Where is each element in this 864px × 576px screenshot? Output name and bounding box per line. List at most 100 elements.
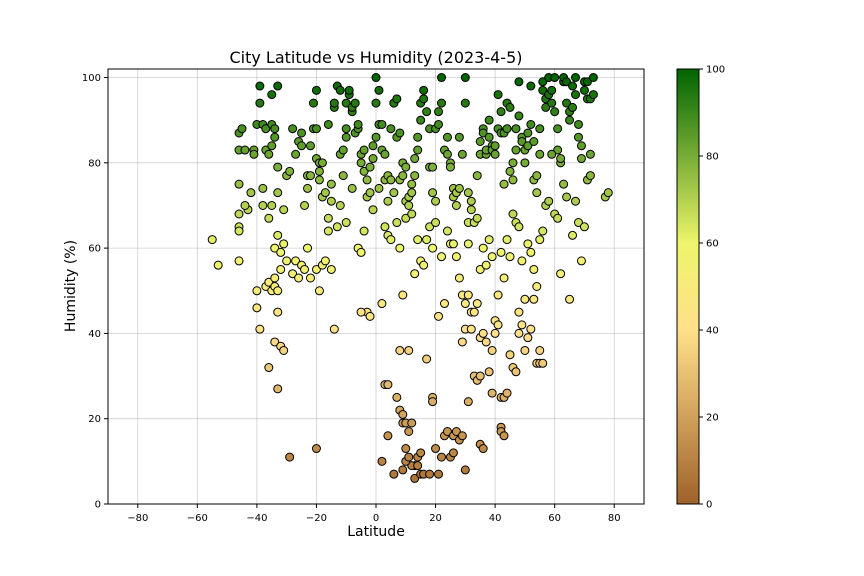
data-point (273, 162, 283, 172)
data-point (317, 158, 327, 168)
data-point (338, 145, 348, 155)
data-point (463, 290, 473, 300)
data-point (255, 81, 265, 91)
data-point (297, 141, 307, 151)
data-point (553, 213, 563, 223)
data-point (437, 252, 447, 262)
data-point (442, 149, 452, 159)
x-axis-label: Latitude (347, 524, 405, 540)
data-point (448, 239, 458, 249)
data-point (416, 115, 426, 125)
data-point (234, 209, 244, 219)
x-tick-label: 0 (373, 513, 379, 524)
data-point (538, 85, 548, 95)
data-point (386, 235, 396, 245)
data-point (413, 145, 423, 155)
data-point (234, 179, 244, 189)
data-point (460, 465, 470, 475)
data-point (329, 98, 339, 108)
colorbar-tick-label: 80 (706, 152, 719, 163)
data-point (267, 200, 277, 210)
data-point (323, 213, 333, 223)
data-point (484, 132, 494, 142)
data-point (270, 337, 280, 347)
data-point (490, 141, 500, 151)
data-point (401, 162, 411, 172)
data-point (332, 222, 342, 232)
data-point (550, 107, 560, 117)
data-point (505, 350, 515, 360)
data-point (544, 196, 554, 206)
data-point (472, 299, 482, 309)
data-point (326, 179, 336, 189)
data-point (428, 397, 438, 407)
x-tick-label: 20 (429, 513, 442, 524)
data-point (425, 469, 435, 479)
data-point (532, 282, 542, 291)
data-point (246, 188, 256, 198)
data-point (398, 290, 408, 300)
data-point (341, 218, 351, 228)
data-point (514, 77, 524, 87)
data-point (538, 226, 548, 236)
data-point (270, 124, 280, 134)
data-point (535, 149, 545, 159)
data-point (445, 162, 455, 172)
data-point (356, 158, 366, 168)
data-point (276, 247, 286, 257)
data-point (314, 286, 324, 296)
data-point (303, 183, 313, 193)
data-point (425, 222, 435, 232)
data-point (344, 85, 354, 95)
data-point (562, 192, 572, 202)
data-point (305, 273, 315, 283)
data-point (258, 200, 268, 210)
data-point (341, 132, 351, 142)
data-point (434, 119, 444, 129)
data-point (502, 388, 512, 398)
colorbar-tick-label: 20 (706, 413, 719, 424)
data-point (514, 328, 524, 338)
y-tick-label: 80 (88, 158, 101, 169)
data-point (469, 307, 479, 317)
data-point (240, 200, 250, 210)
data-point (282, 256, 292, 266)
data-point (565, 294, 575, 304)
data-point (240, 145, 250, 155)
data-point (478, 128, 488, 138)
data-point (341, 98, 351, 108)
data-point (550, 73, 560, 83)
data-point (323, 119, 333, 129)
data-point (603, 188, 613, 198)
data-point (532, 171, 542, 181)
data-point (252, 286, 262, 296)
data-point (368, 141, 378, 151)
colorbar-tick-label: 40 (706, 326, 719, 337)
data-point (547, 149, 557, 159)
data-point (270, 243, 280, 253)
data-point (273, 286, 283, 296)
data-point (556, 269, 566, 279)
x-tick-label: 40 (489, 513, 502, 524)
x-axis-ticks: −80 −60 −40 −20 0 20 40 60 80 (127, 504, 621, 524)
data-point (475, 137, 485, 146)
data-point (454, 132, 464, 142)
data-point (457, 337, 467, 347)
data-point (565, 115, 575, 125)
data-point (279, 345, 289, 355)
data-point (413, 461, 423, 471)
data-point (517, 256, 527, 266)
data-point (374, 85, 384, 95)
data-point (252, 303, 262, 313)
data-point (466, 205, 476, 215)
data-point (523, 239, 533, 249)
data-point (499, 273, 509, 283)
data-point (576, 256, 586, 266)
data-point (490, 328, 500, 338)
data-point (582, 77, 592, 87)
data-point (475, 264, 485, 274)
data-point (294, 273, 304, 283)
data-point (377, 119, 387, 129)
data-point (484, 367, 494, 377)
